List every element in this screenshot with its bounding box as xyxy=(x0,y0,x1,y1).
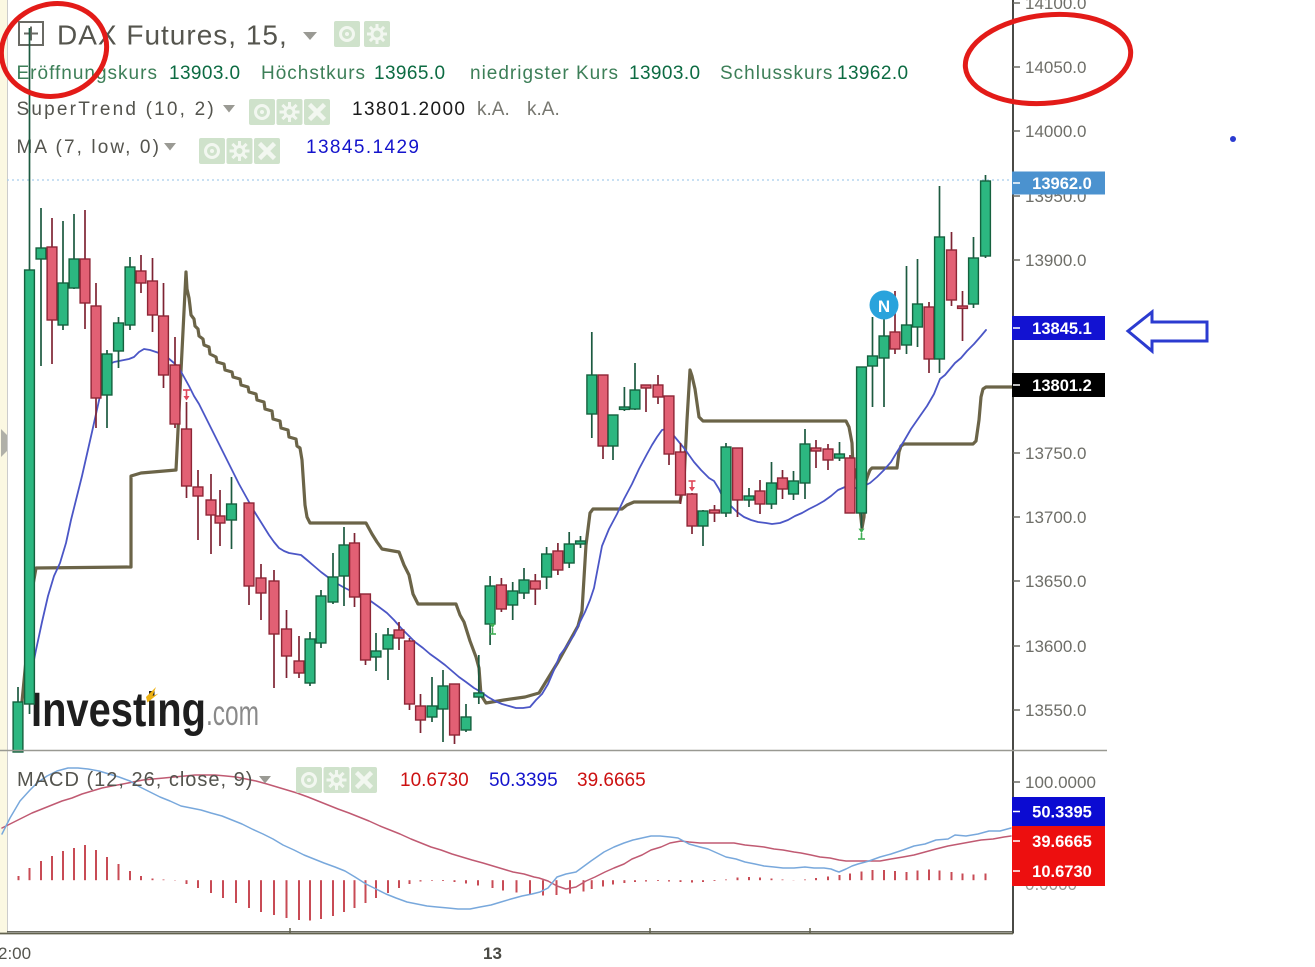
svg-text:N: N xyxy=(878,297,890,316)
svg-text:SuperTrend (10, 2): SuperTrend (10, 2) xyxy=(17,99,216,120)
svg-text:39.6665: 39.6665 xyxy=(1032,833,1092,851)
svg-text:13845.1429: 13845.1429 xyxy=(306,137,420,158)
svg-text:13900.0: 13900.0 xyxy=(1025,251,1086,270)
svg-text:13845.1: 13845.1 xyxy=(1032,320,1092,338)
svg-text:14100.0: 14100.0 xyxy=(1025,0,1086,13)
svg-text:MA (7, low, 0): MA (7, low, 0) xyxy=(17,137,162,158)
svg-text:13700.0: 13700.0 xyxy=(1025,508,1086,527)
svg-text:14050.0: 14050.0 xyxy=(1025,58,1086,77)
svg-text:50.3395: 50.3395 xyxy=(489,770,558,791)
svg-text:13962.0: 13962.0 xyxy=(1032,175,1092,193)
svg-text:DAX Futures, 15,: DAX Futures, 15, xyxy=(57,20,288,51)
svg-text:100.0000: 100.0000 xyxy=(1025,773,1096,792)
svg-text:13600.0: 13600.0 xyxy=(1025,637,1086,656)
svg-text:13: 13 xyxy=(483,944,502,963)
svg-text:Investing: Investing xyxy=(31,684,206,737)
svg-text:50.3395: 50.3395 xyxy=(1032,804,1092,822)
svg-text:14000.0: 14000.0 xyxy=(1025,122,1086,141)
svg-text:13550.0: 13550.0 xyxy=(1025,701,1086,720)
svg-text:2:00: 2:00 xyxy=(0,944,31,963)
svg-text:MACD (12, 26, close, 9): MACD (12, 26, close, 9) xyxy=(17,769,253,791)
svg-text:.com: .com xyxy=(206,694,259,733)
svg-text:10.6730: 10.6730 xyxy=(1032,863,1092,881)
svg-text:k.A.: k.A. xyxy=(527,99,560,120)
svg-text:10.6730: 10.6730 xyxy=(400,770,469,791)
svg-text:13750.0: 13750.0 xyxy=(1025,444,1086,463)
svg-text:k.A.: k.A. xyxy=(477,99,510,120)
svg-text:13650.0: 13650.0 xyxy=(1025,572,1086,591)
svg-text:39.6665: 39.6665 xyxy=(577,770,646,791)
svg-text:13801.2000: 13801.2000 xyxy=(352,99,466,120)
svg-text:13801.2: 13801.2 xyxy=(1032,377,1092,395)
